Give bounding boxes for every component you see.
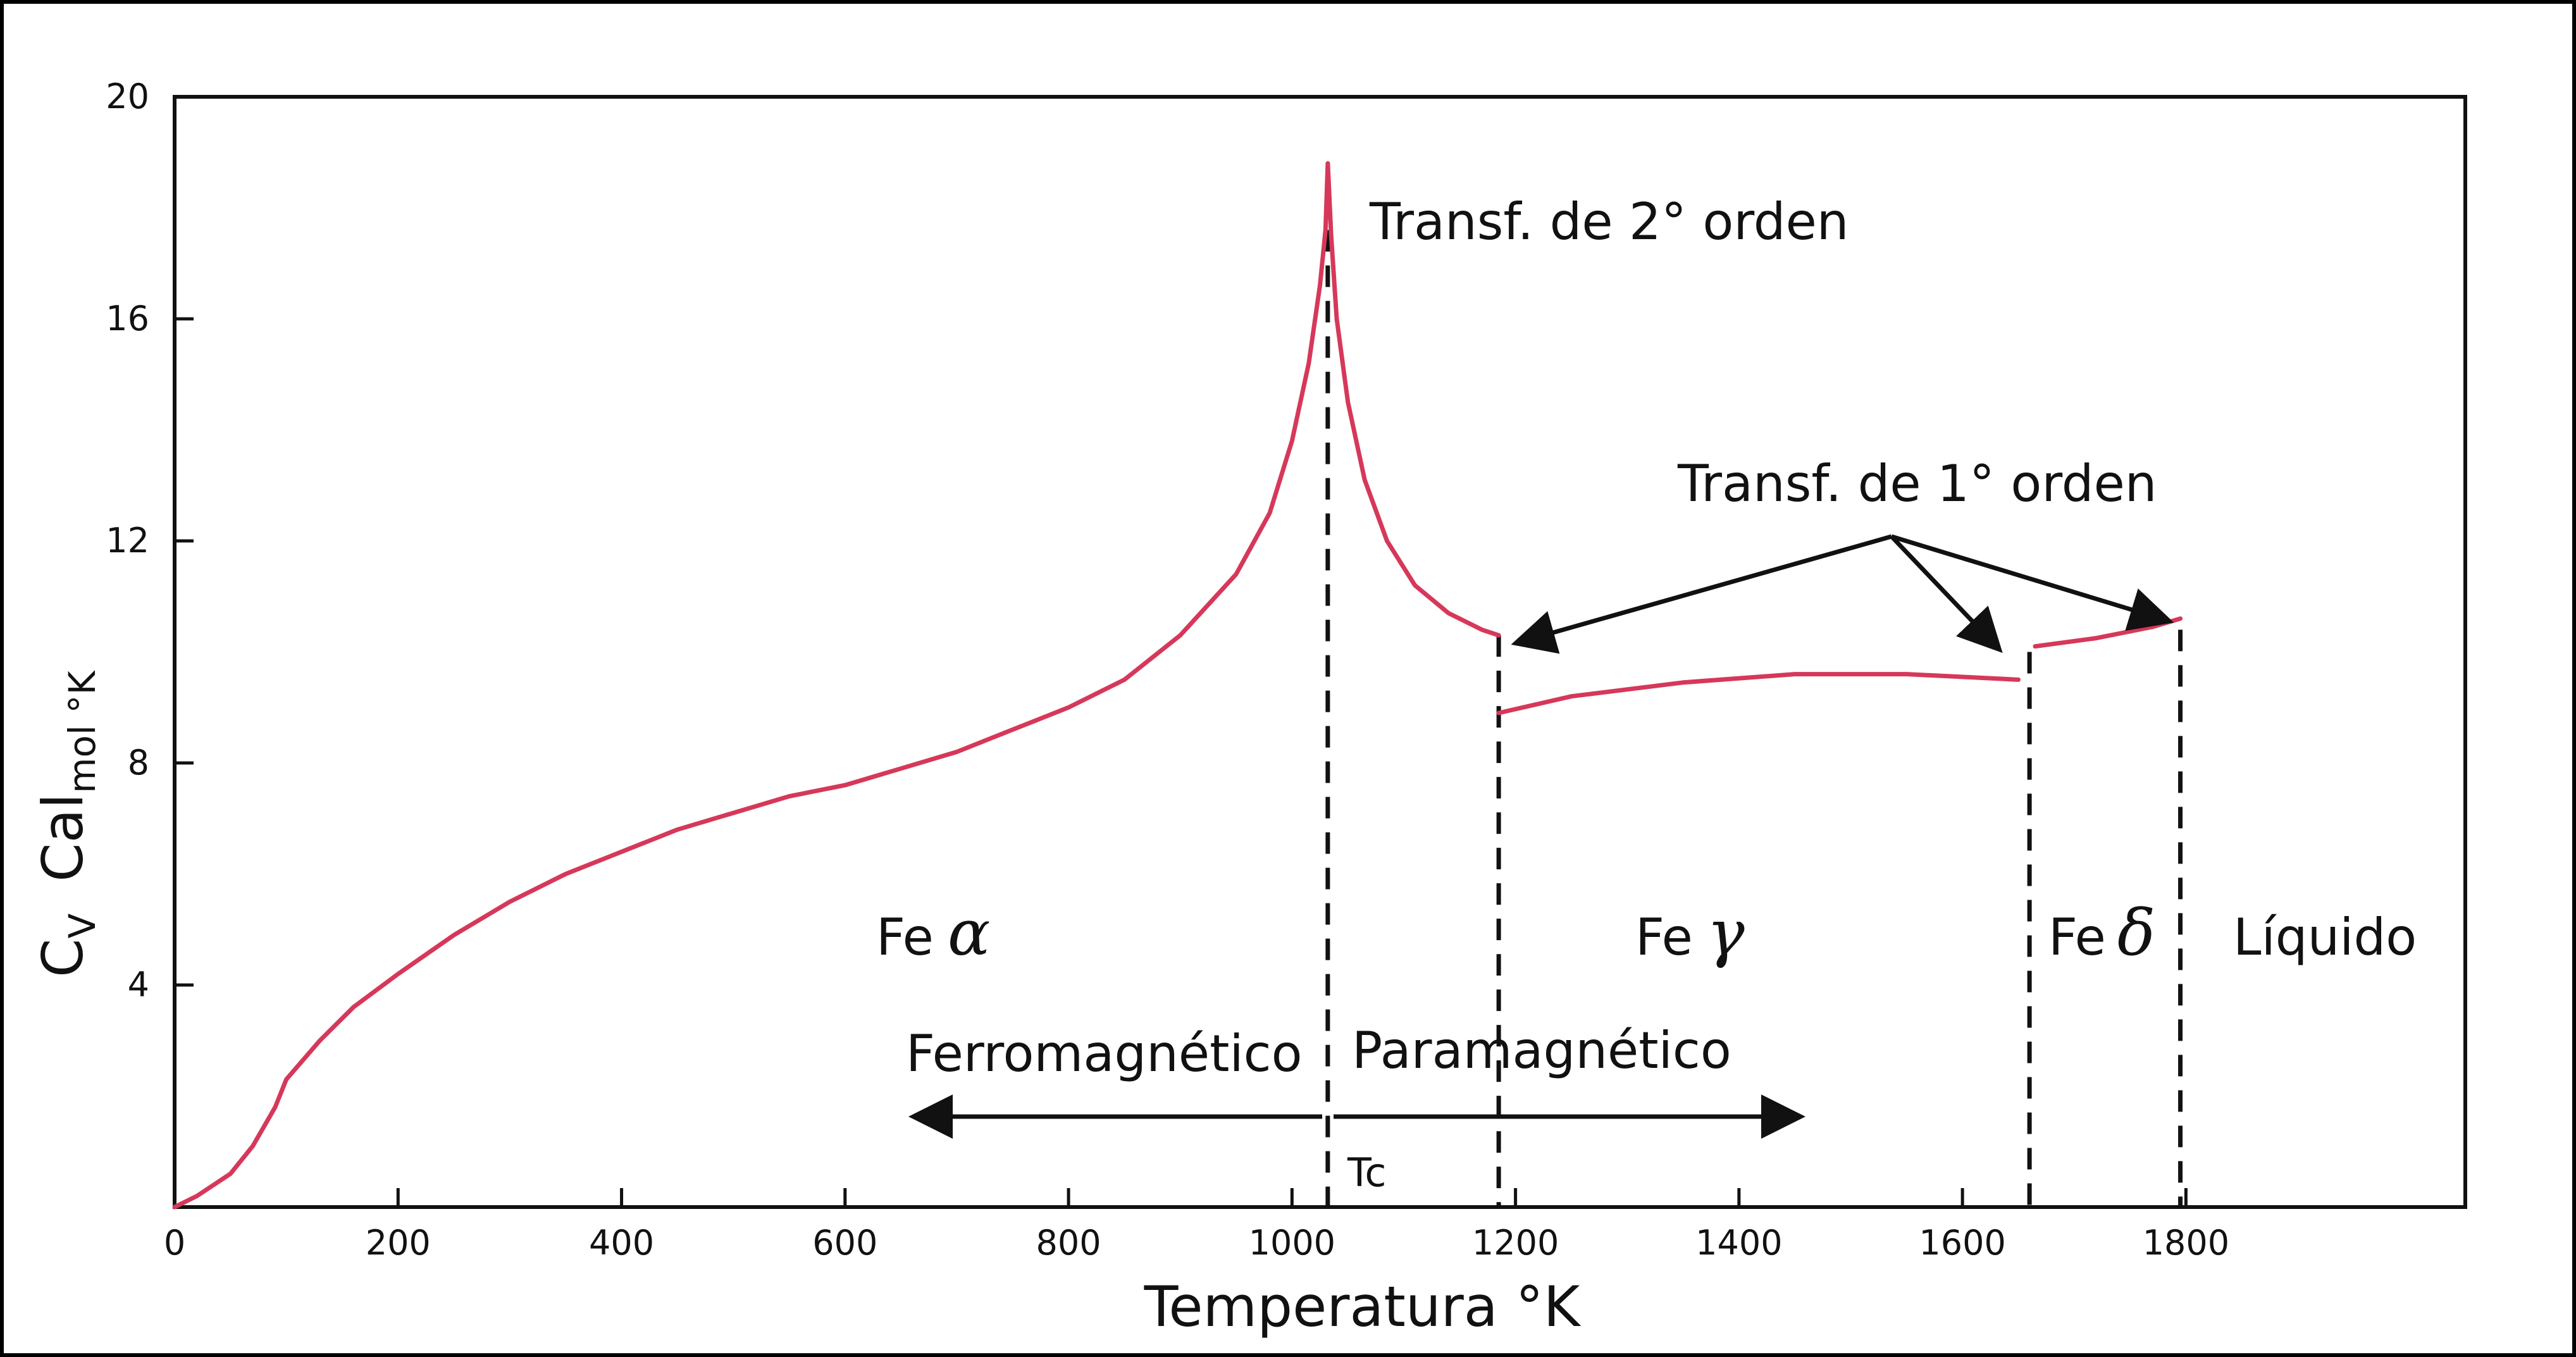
ferromagnetic-label: Ferromagnético <box>906 1024 1303 1083</box>
x-tick-label: 600 <box>812 1223 877 1263</box>
x-axis-ticks: 0 200 400 600 800 1000 1200 1400 1600 1800 <box>164 1188 2229 1263</box>
cv-curve-segment-3 <box>1496 672 2021 716</box>
series-lines <box>172 161 2183 1210</box>
phase-gamma-label: Fe γ <box>1635 896 1745 970</box>
x-tick-label: 1600 <box>1919 1223 2005 1263</box>
y-axis-ticks: 4 8 12 16 20 <box>106 77 194 1005</box>
x-tick-label: 1000 <box>1249 1223 1335 1263</box>
paramagnetic-label: Paramagnético <box>1352 1021 1731 1080</box>
plot-area-border <box>173 95 2467 1209</box>
y-tick-label: 4 <box>128 965 149 1005</box>
second-order-label: Transf. de 2° orden <box>1369 192 1849 251</box>
y-tick-label: 16 <box>106 299 149 338</box>
phase-alpha-label: Fe α <box>876 896 990 970</box>
y-axis-unit: Cal <box>30 793 96 882</box>
x-axis-title: Temperatura °K <box>1144 1274 1582 1339</box>
x-tick-label: 0 <box>164 1223 185 1263</box>
y-tick-label: 12 <box>106 521 149 561</box>
y-tick-label: 8 <box>128 743 149 783</box>
cv-curve-segment-2 <box>1325 161 1501 638</box>
arrow-to-1795 <box>1890 534 2174 631</box>
transition-lines <box>1325 230 2183 1207</box>
x-tick-label: 200 <box>366 1223 431 1263</box>
y-axis-title: CV Calmol °K <box>30 669 104 977</box>
y-axis-symbol-sub: V <box>61 914 104 939</box>
first-order-arrows <box>1511 534 2174 654</box>
cv-curve-segment-4 <box>2033 616 2183 649</box>
cv-curve-segment-1 <box>172 161 1330 1210</box>
first-order-label: Transf. de 1° orden <box>1677 454 2157 513</box>
x-tick-label: 1400 <box>1695 1223 1782 1263</box>
y-tick-label: 20 <box>106 77 149 116</box>
x-tick-label: 1800 <box>2143 1223 2229 1263</box>
x-tick-label: 800 <box>1036 1223 1101 1263</box>
x-tick-label: 1200 <box>1472 1223 1559 1263</box>
liquid-label: Líquido <box>2233 908 2417 967</box>
y-axis-symbol: C <box>30 939 96 977</box>
arrow-to-1185 <box>1511 534 1892 654</box>
svg-text:CVCalmol °K: CV Calmol °K <box>30 669 104 977</box>
x-tick-label: 400 <box>589 1223 654 1263</box>
arrow-to-1660 <box>1890 535 2003 654</box>
phase-delta-label: Fe δ <box>2048 896 2155 970</box>
tc-label: Tc <box>1347 1149 1386 1196</box>
y-axis-unit-sub: mol °K <box>61 669 104 793</box>
